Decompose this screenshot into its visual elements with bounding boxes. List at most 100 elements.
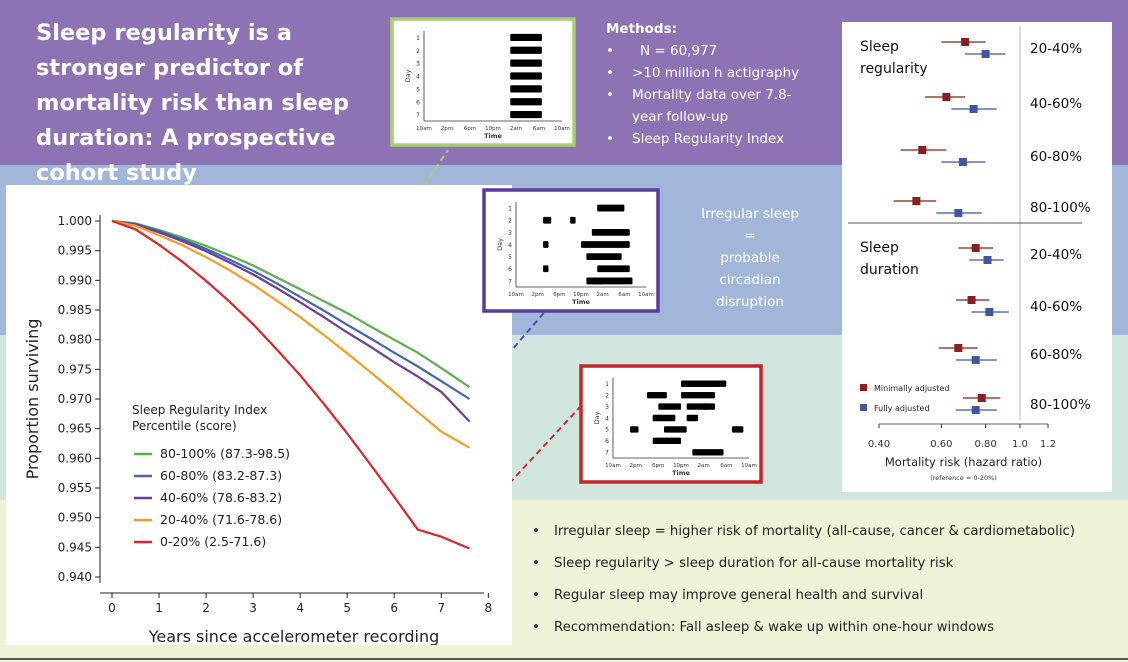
y-tick-label: 0.990 [58, 273, 92, 287]
actogram-day-label: 7 [416, 112, 420, 119]
actogram-x-tick: 2am [510, 126, 522, 132]
actogram-x-tick: 10am [638, 292, 654, 298]
circadian-line: disruption [716, 294, 784, 310]
forest-legend-swatch [860, 404, 867, 411]
forest-x-tick-label: 1.2 [1040, 439, 1056, 450]
actogram-y-label: Day [496, 238, 504, 251]
y-tick-label: 0.960 [58, 451, 92, 465]
forest-point-minimal [954, 344, 963, 352]
x-tick-label: 4 [296, 601, 304, 615]
actogram-sleep-bar [586, 253, 622, 261]
actogram-x-tick: 2am [597, 292, 609, 298]
forest-point-minimal [971, 244, 980, 252]
actogram-sleep-bar [647, 391, 667, 399]
survival-legend: Sleep Regularity Index Percentile (score)… [132, 403, 290, 549]
methods-item: N = 60,977 [606, 40, 821, 62]
actogram-sleep-bar [597, 265, 630, 273]
forest-row-label: 60-80% [1030, 347, 1082, 363]
actogram-sleep-bar [664, 426, 687, 433]
legend-label: 20-40% (71.6-78.6) [160, 512, 282, 527]
actogram-day-label: 5 [416, 86, 420, 93]
actogram-sleep-bar [692, 449, 724, 456]
series-line-2 [111, 219, 471, 423]
methods-heading: Methods: [606, 21, 678, 37]
y-tick-label: 0.955 [58, 481, 92, 495]
circadian-line: Irregular sleep [701, 206, 799, 222]
forest-point-full [985, 308, 994, 316]
forest-point-minimal [967, 296, 976, 304]
x-axis-label: Years since accelerometer recording [148, 627, 440, 645]
y-tick-label: 0.965 [58, 422, 92, 436]
finding-item: Recommendation: Fall asleep & wake up wi… [524, 620, 1124, 652]
forest-point-minimal [961, 38, 970, 46]
actogram-day-label: 6 [508, 266, 512, 273]
forest-point-full [954, 209, 963, 217]
actogram-day-label: 4 [416, 74, 420, 81]
methods-box: Methods: N = 60,977 >10 million h actigr… [606, 18, 821, 150]
actogram-x-tick: 6am [533, 126, 545, 132]
x-tick-label: 3 [249, 601, 257, 615]
forest-legend-label: Minimally adjusted [874, 384, 949, 393]
forest-group-heading: Sleep [860, 240, 899, 256]
series-line-1 [111, 219, 471, 400]
page-title: Sleep regularity is a stronger predictor… [36, 20, 350, 186]
actogram-sleep-bar [510, 72, 542, 80]
actogram-sleep-bar [510, 46, 542, 54]
circadian-line: circadian [719, 272, 781, 288]
actogram-day-label: 7 [508, 278, 512, 285]
series-line-4 [111, 219, 470, 550]
forest-group-heading: duration [860, 262, 919, 278]
actogram-sleep-bar [591, 228, 630, 236]
actogram-day-label: 2 [508, 218, 512, 225]
actogram-sleep-bar [686, 403, 710, 410]
methods-item: Mortality data over 7.8-year follow-up [606, 84, 821, 128]
actogram-x-tick: 6am [618, 292, 630, 298]
actogram-sleep-bar [686, 380, 721, 387]
actogram-x-tick: 2am [698, 463, 710, 469]
forest-row-label: 80-100% [1030, 397, 1091, 413]
forest-row-label: 80-100% [1030, 200, 1091, 216]
forest-point-full [958, 158, 967, 166]
actogram-day-label: 2 [605, 392, 609, 399]
forest-point-minimal [942, 93, 951, 101]
forest-x-label: Mortality risk (hazard ratio) [885, 455, 1042, 469]
methods-list: N = 60,977 >10 million h actigraphy Mort… [606, 40, 821, 150]
actogram-x-tick: 2pm [531, 292, 543, 298]
forest-x-note: (reference = 0-20%) [930, 474, 997, 482]
forest-row-label: 40-60% [1030, 96, 1082, 112]
actogram-x-tick: 10am [416, 126, 432, 132]
actogram-x-label: Time [572, 298, 590, 306]
actogram-x-label: Time [672, 469, 690, 477]
actogram-sleep-bar [510, 59, 542, 67]
circadian-line: probable [720, 250, 780, 266]
forest-group-heading: Sleep [860, 39, 899, 55]
legend-label: 0-20% (2.5-71.6) [160, 534, 266, 549]
survival-lines [111, 219, 471, 550]
methods-item: Sleep Regularity Index [606, 128, 821, 150]
actogram-sleep-bar [543, 216, 552, 224]
bottom-rule [0, 658, 1128, 660]
actogram-x-tick: 2pm [441, 126, 453, 132]
findings-list: Irregular sleep = higher risk of mortali… [524, 524, 1124, 652]
actogram-regular: 1 2 3 4 5 6 7 Day 10am 2pm 6pm 10pm 2am 6am 10am Time [390, 17, 576, 147]
actogram-day-label: 3 [605, 404, 609, 411]
forest-x-tick-label: 0.40 [868, 439, 890, 450]
actogram-sleep-bar [591, 277, 633, 285]
actogram-day-label: 3 [416, 61, 420, 68]
y-tick-label: 0.940 [58, 570, 92, 584]
forest-point-full [981, 50, 990, 58]
actogram-x-tick: 2pm [629, 463, 641, 469]
actogram-day-label: 4 [605, 415, 609, 422]
survival-chart: 0.940 0.945 0.950 0.955 0.960 0.965 0.970 0.975… [6, 185, 512, 645]
x-tick-label: 1 [155, 601, 163, 615]
actogram-sleep-bar [510, 98, 542, 106]
y-tick-label: 0.975 [58, 362, 92, 376]
actogram-day-label: 6 [416, 99, 420, 106]
forest-row-label: 20-40% [1030, 41, 1082, 57]
actogram-day-label: 1 [416, 35, 420, 42]
actogram-sleep-bar [681, 391, 715, 399]
forest-group-heading: regularity [860, 61, 928, 77]
actogram-sleep-bar [686, 414, 698, 422]
actogram-y-label: Day [593, 411, 601, 424]
series-line-3 [111, 219, 471, 449]
